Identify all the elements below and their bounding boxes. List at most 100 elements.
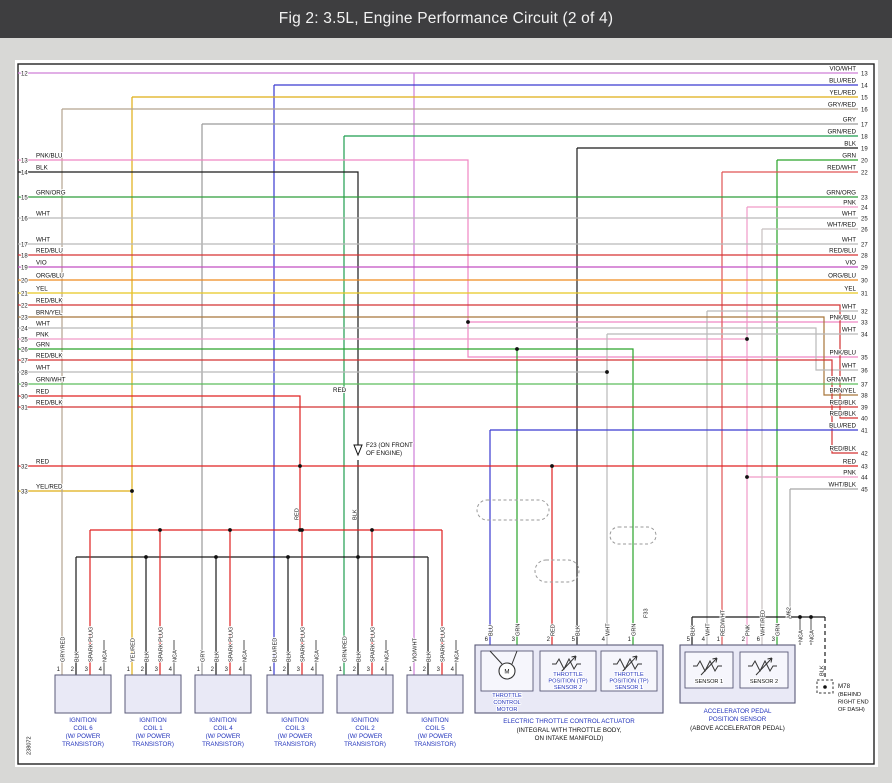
right-pin-number: 40 (861, 417, 868, 423)
motor-m: M (504, 669, 509, 676)
accel-pin-number: 3 (772, 637, 776, 643)
inline-wire-label: RED (333, 387, 347, 394)
rotated-wire-label: NCA (454, 650, 460, 662)
right-pin-number: 36 (861, 369, 868, 375)
right-pin-label: BLK (844, 141, 857, 148)
wire-red-blk (18, 304, 858, 419)
right-pin-number: 16 (861, 108, 868, 114)
right-pin-number: 30 (861, 279, 868, 285)
left-pin-label: RED/BLK (36, 400, 63, 407)
left-pin-label: RED/BLK (36, 298, 63, 305)
actuator-pin-number: 1 (628, 637, 632, 643)
coil-pin-number: 2 (423, 667, 427, 673)
rotated-wire-label: NCA (172, 650, 178, 662)
rotated-wire-label: M62 (786, 607, 792, 618)
right-pin-label: RED/BLK (830, 400, 857, 407)
right-pin-number: 22 (861, 171, 868, 177)
pedal-sensor-box (739, 651, 789, 689)
coil-pin-number: 3 (297, 667, 301, 673)
ignition-coil-label: (W/ POWER (418, 733, 453, 740)
rotated-wire-label: BLK (819, 665, 825, 676)
right-pin-number: 18 (861, 135, 868, 141)
m78-sublabel: RIGHT END (838, 700, 869, 706)
wiper-arrow-icon (700, 657, 718, 676)
left-pin-number: 17 (21, 243, 28, 249)
coil-pin-number: 2 (141, 667, 145, 673)
coil-pin-number: 4 (169, 667, 173, 673)
right-pin-label: RED/WHT (827, 165, 856, 172)
left-pin-number: 31 (21, 406, 28, 412)
right-pin-number: 39 (861, 406, 868, 412)
rotated-wire-label: BLK (286, 651, 292, 662)
resistor-icon (552, 657, 581, 671)
actuator-pin-number: 6 (485, 637, 489, 643)
wire-grn (18, 348, 634, 645)
right-pin-number: 19 (861, 147, 868, 153)
left-pin-label: GRN/WHT (36, 377, 66, 384)
coil-pin-number: 1 (409, 667, 413, 673)
resistor-icon (748, 659, 777, 673)
right-pin-label: VIO/WHT (830, 66, 857, 73)
motor-lead (489, 650, 503, 665)
rotated-wire-label: WHT (605, 623, 611, 636)
right-pin-number: 31 (861, 292, 868, 298)
coil-pin-number: 3 (155, 667, 159, 673)
junction-dot (745, 337, 749, 341)
coil-pin-number: 4 (381, 667, 385, 673)
right-pin-label: RED (843, 459, 857, 466)
right-pin-number: 44 (861, 476, 868, 482)
rotated-wire-label: BLK (144, 651, 150, 662)
ignition-coil-box (194, 674, 252, 714)
junction-dot (515, 347, 519, 351)
wiper-arrow-icon (755, 657, 773, 676)
actuator-pin-number: 2 (547, 637, 551, 643)
right-pin-label: WHT (842, 304, 856, 311)
m78-label: M78 (838, 683, 851, 690)
rotated-wire-label: NCA (314, 650, 320, 662)
junction-dot (798, 615, 802, 619)
right-pin-label: WHT/BLK (828, 482, 856, 489)
junction-dot (158, 528, 162, 532)
left-pin-label: WHT (36, 365, 50, 372)
right-pin-number: 32 (861, 310, 868, 316)
m78-ground-box (816, 679, 834, 694)
right-pin-number: 14 (861, 84, 868, 90)
rotated-wire-label: VIO/WHT (412, 637, 418, 662)
right-pin-label: PNK/BLU (830, 315, 856, 322)
left-pin-label: YEL/RED (36, 484, 63, 491)
ignition-coil-label: COIL 1 (143, 725, 163, 732)
rotated-wire-label: SPARK PLUG (228, 627, 234, 662)
wire-brn-yel (18, 316, 858, 396)
resistor-icon (693, 659, 722, 673)
rotated-wire-label: RED (294, 508, 300, 520)
rotated-wire-label: BLU (488, 625, 494, 636)
left-pin-label: BLK (36, 165, 49, 172)
rotated-wire-label: YEL/RED (130, 638, 136, 662)
right-pin-number: 28 (861, 254, 868, 260)
inline-wire-label: OF ENGINE) (366, 450, 402, 457)
right-pin-number: 41 (861, 429, 868, 435)
left-pin-label: ORG/BLU (36, 273, 64, 280)
right-pin-number: 37 (861, 383, 868, 389)
right-pin-label: GRN/ORG (826, 190, 856, 197)
rotated-wire-label: NCA (242, 650, 248, 662)
ignition-coil-label: (W/ POWER (278, 733, 313, 740)
right-pin-number: 20 (861, 159, 868, 165)
rotated-wire-label: BLK (690, 625, 696, 636)
junction-dot (356, 555, 360, 559)
accel-pin-number: 5 (687, 637, 691, 643)
rotated-wire-label: NCA (102, 650, 108, 662)
left-pin-number: 29 (21, 383, 28, 389)
right-pin-number: 45 (861, 488, 868, 494)
rotated-wire-label: GRN (775, 624, 781, 636)
wire-red (18, 395, 301, 530)
right-pin-number: 34 (861, 333, 868, 339)
junction-dot (300, 528, 304, 532)
right-pin-label: GRY (843, 117, 856, 124)
right-pin-number: 27 (861, 243, 868, 249)
left-pin-label: PNK (36, 332, 50, 339)
right-pin-label: GRN (842, 153, 856, 160)
rotated-wire-label: BLK (74, 651, 80, 662)
actuator-pin-number: 4 (602, 637, 606, 643)
